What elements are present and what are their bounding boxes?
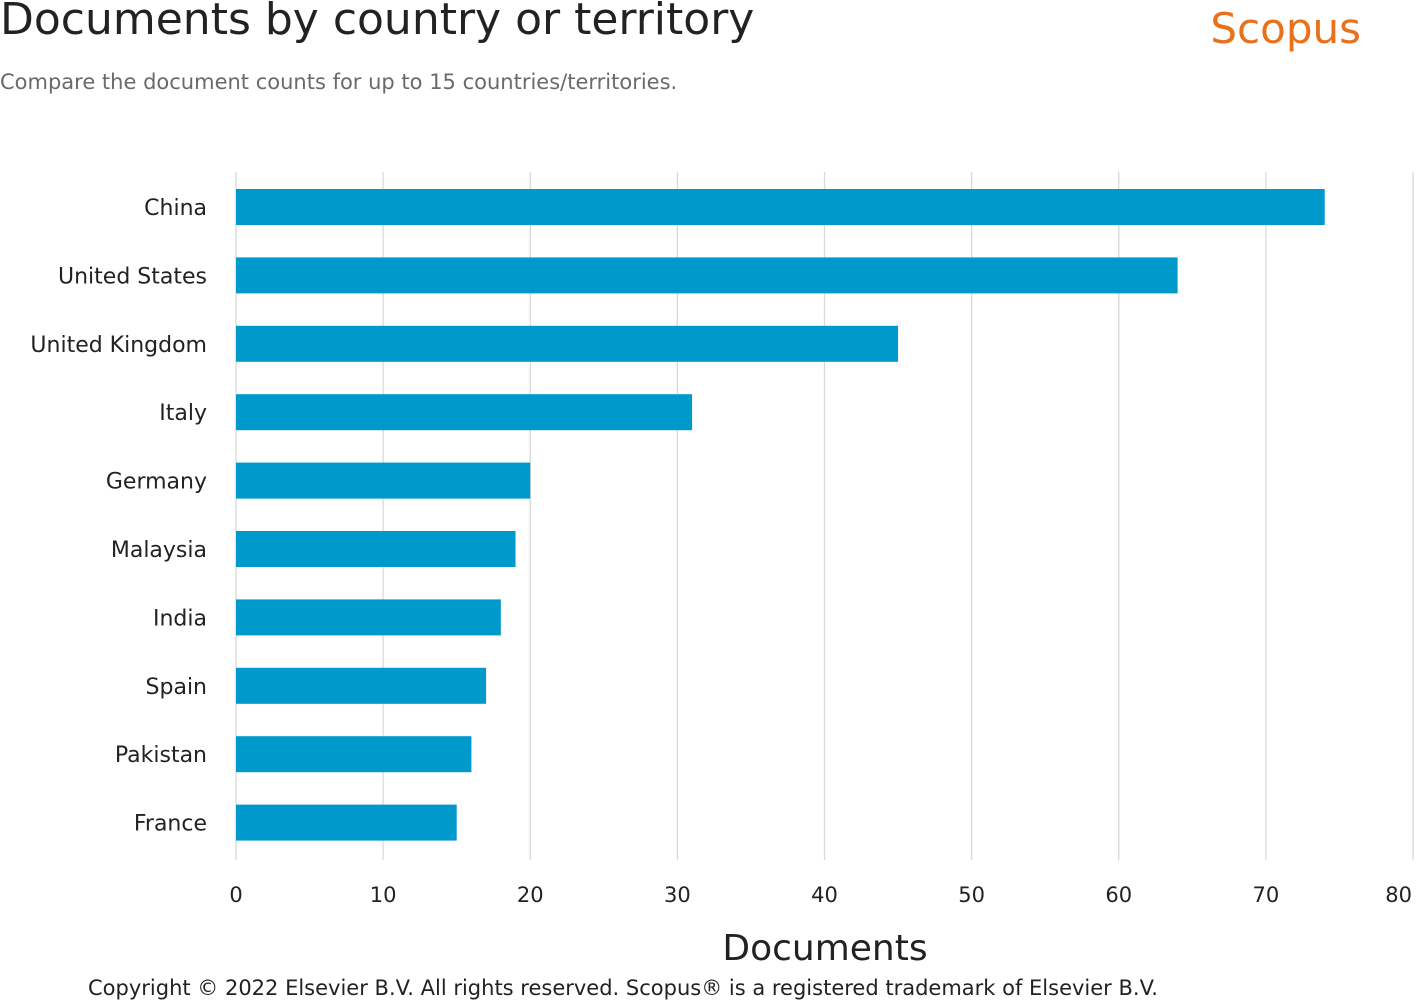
bar-chart: China United States United Kingdom Italy Ger… [30, 172, 1414, 969]
x-tick-label: 20 [517, 883, 544, 907]
chart-title: Documents by country or territory [0, 0, 755, 45]
x-tick-label: 30 [664, 883, 691, 907]
bar [236, 667, 487, 704]
category-label: United States [58, 264, 207, 289]
bars [236, 189, 1325, 841]
x-tick-label: 70 [1253, 883, 1280, 907]
category-label: Germany [106, 470, 207, 495]
copyright-notice: Copyright © 2022 Elsevier B.V. All right… [88, 976, 1158, 1000]
x-tick-label: 40 [811, 883, 838, 907]
bar [236, 736, 472, 773]
category-label: Spain [146, 675, 207, 700]
bar [236, 325, 899, 362]
x-tick-label: 0 [229, 883, 242, 907]
x-tick-label: 50 [958, 883, 985, 907]
category-label: Italy [159, 401, 207, 426]
x-tick-label: 10 [370, 883, 397, 907]
x-tick-label: 80 [1385, 883, 1412, 907]
category-label: United Kingdom [30, 333, 207, 358]
chart-subtitle: Compare the document counts for up to 15… [0, 70, 678, 94]
x-tick-labels: 0 10 20 30 40 50 60 70 80 [229, 883, 1412, 907]
category-label: India [153, 606, 207, 631]
bar [236, 257, 1178, 294]
bar [236, 804, 457, 841]
category-label: China [144, 196, 207, 221]
x-tick-label: 60 [1105, 883, 1132, 907]
x-axis-title: Documents [722, 928, 927, 969]
category-label: Pakistan [115, 743, 207, 768]
category-label: Malaysia [111, 538, 207, 563]
scopus-logo: Scopus [1210, 4, 1361, 53]
bar [236, 531, 516, 567]
bar [236, 462, 531, 499]
bar [236, 394, 693, 431]
category-label: France [134, 812, 207, 837]
bar [236, 189, 1325, 225]
bar [236, 599, 501, 636]
category-labels: China United States United Kingdom Italy Ger… [30, 196, 207, 837]
